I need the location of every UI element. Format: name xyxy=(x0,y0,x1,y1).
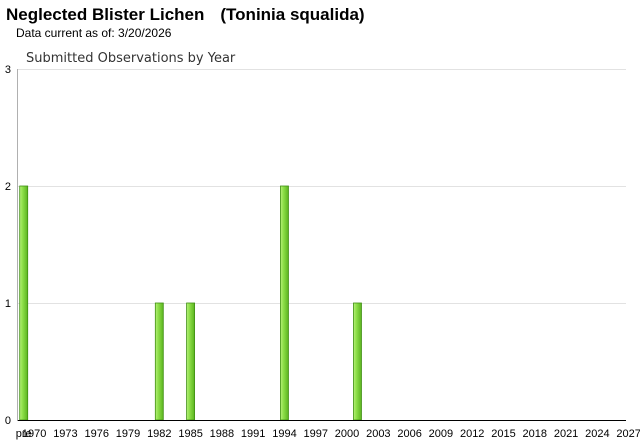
y-tick-label: 0 xyxy=(5,415,11,427)
page-title: Neglected Blister Lichen (Toninia squalid… xyxy=(6,5,365,25)
x-tick-label: 2000 xyxy=(335,428,359,440)
y-tick-label: 1 xyxy=(5,298,11,310)
chart-title: Submitted Observations by Year xyxy=(26,51,236,66)
x-tick-label: 2009 xyxy=(429,428,453,440)
x-tick-label: 2024 xyxy=(585,428,609,440)
x-tick-label: 1988 xyxy=(210,428,234,440)
x-tick-label: 2015 xyxy=(491,428,515,440)
x-tick-label: 1991 xyxy=(241,428,265,440)
x-tick-label: 1982 xyxy=(147,428,171,440)
x-tick-label: 1979 xyxy=(116,428,140,440)
x-tick-label: pre xyxy=(16,428,32,440)
x-tick-label: 1973 xyxy=(53,428,77,440)
data-current-date: Data current as of: 3/20/2026 xyxy=(16,26,172,40)
y-tick-label: 3 xyxy=(5,64,11,76)
axes xyxy=(17,69,626,421)
gridlines xyxy=(18,69,626,304)
bar-pre xyxy=(19,185,29,421)
bar-2001 xyxy=(353,302,362,421)
bar-1985 xyxy=(186,302,195,421)
x-tick-label: 1976 xyxy=(84,428,108,440)
x-tick-label: 2006 xyxy=(397,428,421,440)
x-tick-label: 1985 xyxy=(178,428,202,440)
x-tick-label: 2012 xyxy=(460,428,484,440)
x-tick-label: 1994 xyxy=(272,428,296,440)
y-tick-labels: 0 1 2 3 xyxy=(5,64,11,427)
x-tick-label: 1970 xyxy=(22,428,46,440)
bar-1994 xyxy=(280,185,289,421)
x-tick-label: 2003 xyxy=(366,428,390,440)
y-tick-label: 2 xyxy=(5,181,11,193)
x-tick-label: 1997 xyxy=(304,428,328,440)
bar-1982 xyxy=(154,302,164,421)
species-common-name: Neglected Blister Lichen xyxy=(6,5,205,24)
x-tick-label: 2027 xyxy=(616,428,640,440)
x-tick-label: 2021 xyxy=(554,428,578,440)
species-scientific-name: (Toninia squalida) xyxy=(220,5,365,24)
x-tick-label: 2018 xyxy=(523,428,547,440)
